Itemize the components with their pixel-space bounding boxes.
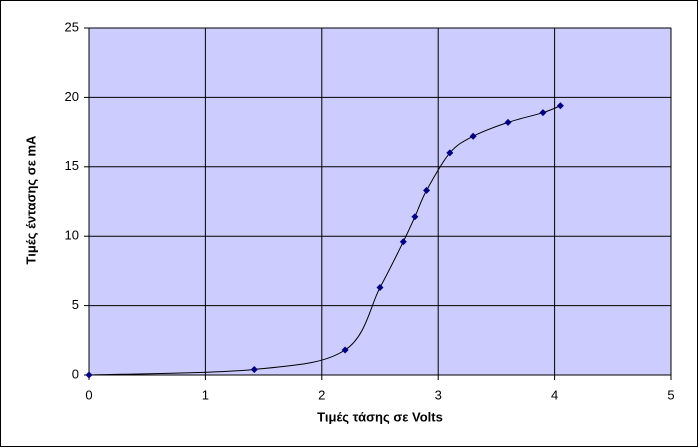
data-point [85,371,93,379]
x-tick-label: 3 [435,387,442,402]
y-tick-label: 25 [65,19,79,34]
y-tick-label: 20 [65,89,79,104]
data-point [539,109,547,117]
x-tick-label: 0 [85,387,92,402]
data-point [250,365,258,373]
y-tick-label: 5 [72,297,79,312]
data-point [376,284,384,292]
x-tick-label: 4 [551,387,558,402]
data-point [411,213,419,221]
x-tick-label: 2 [318,387,325,402]
data-point [341,346,349,354]
y-tick-label: 15 [65,158,79,173]
x-axis-title: Τιμές τάσης σε Volts [317,409,443,424]
data-point [399,238,407,246]
plot-area [88,27,672,376]
data-point [446,149,454,157]
x-tick-label: 5 [667,387,674,402]
y-axis-title: Τιμές έντασης σε mA [23,135,38,264]
y-tick-label: 0 [72,366,79,381]
data-point [504,118,512,126]
y-tick-label: 10 [65,228,79,243]
data-point [423,186,431,194]
x-tick-label: 1 [202,387,209,402]
data-point [556,102,564,110]
data-point [469,132,477,140]
